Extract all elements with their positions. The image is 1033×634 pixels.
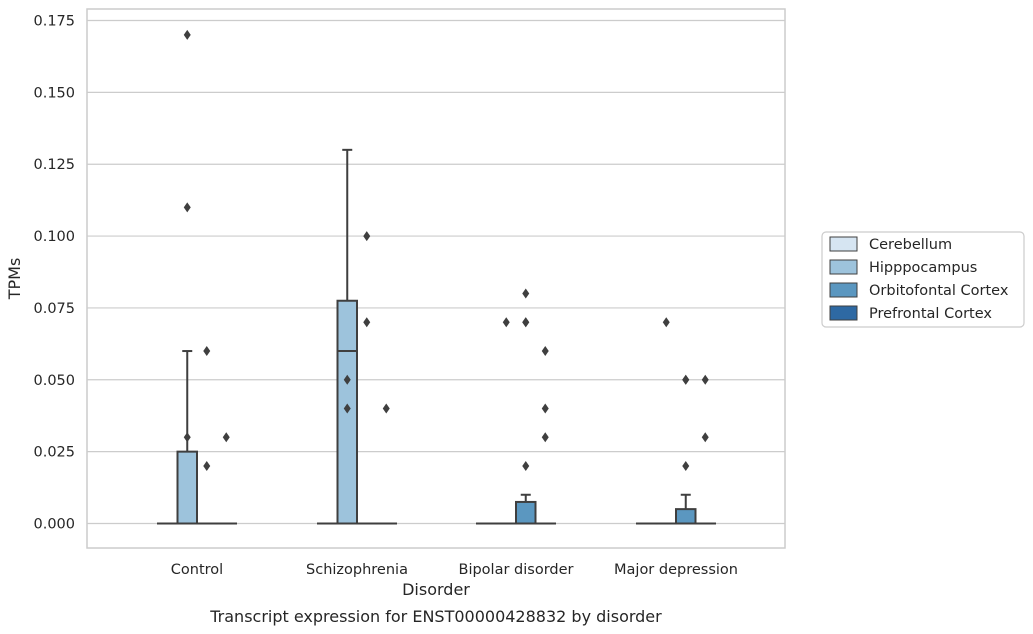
outlier-point (222, 432, 230, 443)
x-tick-label: Control (171, 562, 223, 578)
y-tick-label: 0.150 (33, 85, 75, 101)
y-tick-label: 0.050 (33, 373, 75, 389)
outlier-point (682, 461, 690, 472)
outlier-point (382, 403, 390, 414)
outlier-point (363, 231, 371, 242)
outlier-point (183, 29, 191, 40)
legend-label: Cerebellum (869, 237, 952, 253)
y-tick-label: 0.025 (33, 445, 75, 461)
outlier-point (343, 374, 351, 385)
legend-label: Orbitofontal Cortex (869, 283, 1009, 299)
y-tick-label: 0.075 (33, 301, 75, 317)
legend-label: Hipppocampus (869, 260, 977, 276)
outlier-point (183, 432, 191, 443)
box-body (675, 508, 697, 525)
x-axis-label: Disorder (402, 580, 470, 599)
box (336, 148, 358, 525)
x-tick-label: Bipolar disorder (459, 562, 574, 578)
y-tick-label: 0.125 (33, 157, 75, 173)
legend-swatch (829, 236, 858, 252)
box (675, 493, 697, 525)
outlier-point (701, 374, 709, 385)
legend-label: Prefrontal Cortex (869, 306, 992, 322)
box (515, 493, 537, 525)
chart-caption: Transcript expression for ENST0000042883… (209, 607, 662, 626)
x-axis-ticks: Control Schizophrenia Bipolar disorder Majo… (171, 562, 738, 578)
legend-swatch (829, 282, 858, 298)
outlier-point (363, 317, 371, 328)
outlier-point (701, 432, 709, 443)
outlier-point (522, 317, 530, 328)
outlier-point (203, 346, 211, 357)
y-axis-ticks: 0.000 0.025 0.050 0.075 0.100 0.125 0.150 0.175 (33, 14, 75, 533)
x-tick-label: Schizophrenia (306, 562, 408, 578)
outlier-point (502, 317, 510, 328)
outlier-point (343, 403, 351, 414)
outlier-point (522, 288, 530, 299)
y-tick-label: 0.000 (33, 517, 75, 533)
y-tick-label: 0.175 (33, 14, 75, 30)
gridlines (87, 19, 785, 525)
box-body (515, 500, 537, 525)
outlier-point (183, 202, 191, 213)
outlier-point (541, 403, 549, 414)
legend-frame (821, 231, 1025, 328)
outlier-point (541, 432, 549, 443)
outlier-points (183, 29, 709, 472)
box-groups (157, 148, 716, 525)
plot-frame (86, 8, 786, 549)
box-body (176, 450, 198, 525)
legend-swatch (829, 259, 858, 275)
legend-swatch (829, 305, 858, 321)
legend: Cerebellum Hipppocampus Orbitofontal Corte… (821, 231, 1025, 328)
y-tick-label: 0.100 (33, 229, 75, 245)
outlier-point (522, 461, 530, 472)
outlier-point (682, 374, 690, 385)
outlier-point (662, 317, 670, 328)
x-tick-label: Major depression (614, 562, 738, 578)
outlier-point (203, 461, 211, 472)
y-axis-label: TPMs (5, 258, 24, 301)
outlier-point (541, 346, 549, 357)
